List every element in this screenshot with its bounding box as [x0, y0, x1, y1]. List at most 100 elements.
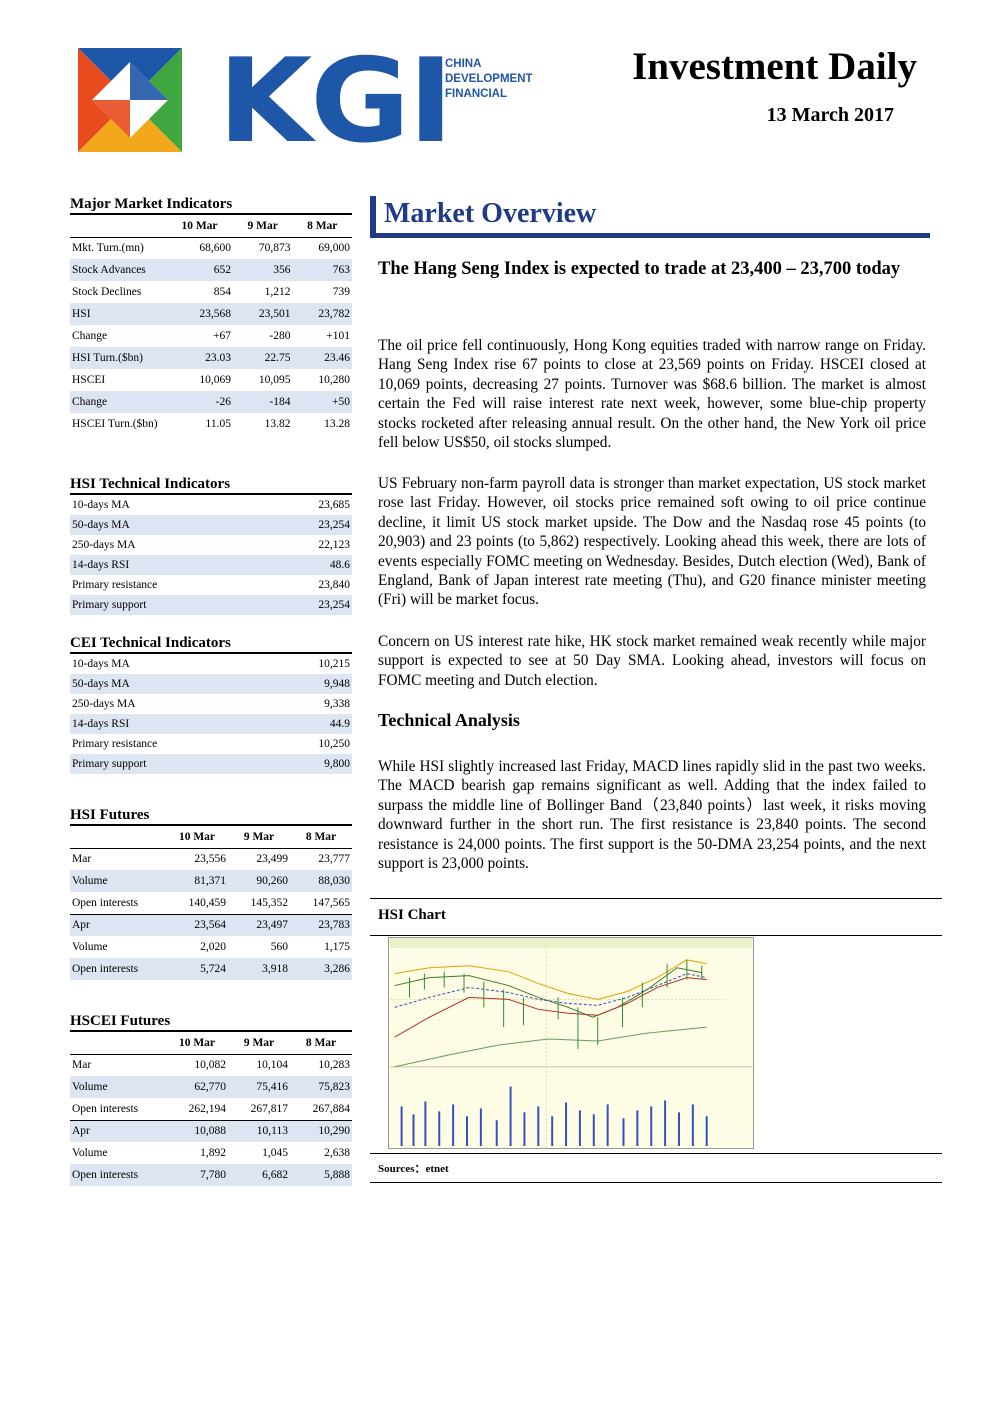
row-label: 250-days MA	[72, 539, 136, 551]
row-label: Stock Declines	[72, 286, 142, 298]
major-indicators-table: 10 Mar 9 Mar 8 Mar Mkt. Turn.(mn) 68,600 70,8…	[70, 215, 352, 435]
row-value: 267,817	[228, 1098, 290, 1121]
row-value: 560	[270, 941, 288, 953]
section-title: HSI Technical Indicators	[70, 475, 352, 495]
table-row: HSCEI Turn.($bn) 11.05 13.82 13.28	[70, 413, 352, 435]
row-value: -184	[232, 391, 293, 413]
table-row: 10-days MA 23,685	[70, 495, 352, 515]
header-cell: 8 Mar	[290, 826, 352, 849]
section-title: Market Overview	[384, 198, 597, 229]
row-value: 1,175	[324, 941, 350, 953]
row-value: 23,783	[290, 914, 352, 936]
header-cell: 10 Mar	[166, 826, 228, 849]
kgi-logo-text: KGI	[218, 34, 453, 169]
table-row: 50-days MA 23,254	[70, 515, 352, 535]
row-value: 5,724	[166, 958, 228, 980]
table-row: Open interests 5,724 3,918 3,286	[70, 958, 352, 980]
table-row: 50-days MA 9,948	[70, 674, 352, 694]
row-value: 75,823	[290, 1076, 352, 1098]
table-row: 14-days RSI 48.6	[70, 555, 352, 575]
row-value: 7,780	[166, 1164, 228, 1186]
hscei-futures-table: 10 Mar 9 Mar 8 Mar Mar 10,082 10,104 10,283 Vol…	[70, 1032, 352, 1186]
row-value: 68,600	[199, 242, 231, 255]
table-row: Open interests 7,780 6,682 5,888	[70, 1164, 352, 1186]
row-value: +101	[326, 330, 350, 342]
headline: The Hang Seng Index is expected to trade…	[378, 259, 901, 279]
chart-sources: Sources：etnet	[370, 1153, 942, 1183]
header-cell	[70, 1032, 166, 1055]
row-label: Volume	[72, 1147, 108, 1159]
row-value: 23.03	[166, 347, 233, 369]
header-cell	[70, 826, 166, 849]
row-value: 140,459	[166, 892, 228, 915]
table-row: Stock Advances 652 356 763	[70, 259, 352, 281]
hsi-technical-table: 10-days MA 23,685 50-days MA 23,254 250-days…	[70, 495, 352, 615]
row-value: 2,020	[200, 941, 226, 953]
row-value: 88,030	[290, 870, 352, 892]
row-label: 250-days MA	[72, 698, 136, 710]
row-value: 10,069	[199, 374, 231, 386]
table-row: Primary support 23,254	[70, 595, 352, 615]
row-label: 50-days MA	[70, 674, 272, 694]
row-value: 22.75	[232, 347, 293, 369]
table-row: Stock Declines 854 1,212 739	[70, 281, 352, 303]
table-row: Primary support 9,800	[70, 754, 352, 774]
table-row: Volume 62,770 75,416 75,823	[70, 1076, 352, 1098]
row-value: 763	[292, 259, 352, 281]
chart-title: HSI Chart	[378, 907, 446, 923]
row-label: Open interests	[70, 892, 166, 915]
row-value: 10,283	[318, 1059, 350, 1072]
row-value: 10,215	[318, 658, 350, 670]
row-value: 9,800	[271, 754, 352, 774]
row-value: 23,501	[232, 303, 293, 325]
row-value: +67	[212, 330, 231, 342]
paragraph: Concern on US interest rate hike, HK sto…	[378, 633, 926, 689]
row-value: 23.46	[292, 347, 352, 369]
row-value: 356	[232, 259, 293, 281]
row-value: -280	[269, 330, 291, 342]
table-header-row: 10 Mar 9 Mar 8 Mar	[70, 215, 352, 238]
table-row: Change -26 -184 +50	[70, 391, 352, 413]
table-row: 250-days MA 22,123	[70, 535, 352, 555]
paragraph: While HSI slightly increased last Friday…	[378, 758, 926, 873]
row-label: Mkt. Turn.(mn)	[72, 242, 144, 255]
paragraph: The oil price fell continuously, Hong Ko…	[378, 337, 926, 452]
cei-technical-table: 10-days MA 10,215 50-days MA 9,948 250-days …	[70, 654, 352, 774]
row-label: Primary support	[70, 754, 272, 774]
row-label: HSCEI Turn.($bn)	[72, 418, 158, 430]
row-value: 23,556	[194, 853, 226, 866]
row-label: HSI Turn.($bn)	[70, 347, 166, 369]
row-value: 10,088	[166, 1120, 228, 1142]
table-row: 10-days MA 10,215	[70, 654, 352, 674]
row-value: 23,568	[166, 303, 233, 325]
row-value: 13.82	[264, 418, 291, 430]
row-label: Primary support	[70, 595, 272, 615]
row-value: 854	[213, 286, 231, 298]
row-label: 14-days RSI	[70, 555, 272, 575]
table-header-row: 10 Mar 9 Mar 8 Mar	[70, 1032, 352, 1055]
row-value: 23,840	[318, 579, 350, 591]
row-value: 10,280	[318, 374, 350, 386]
row-label: Stock Advances	[70, 259, 166, 281]
row-label: 10-days MA	[72, 499, 130, 511]
row-label: HSCEI	[72, 374, 106, 386]
row-value: 23,777	[318, 853, 350, 866]
row-label: Primary resistance	[72, 579, 158, 591]
row-value: 48.6	[271, 555, 352, 575]
row-label: Volume	[72, 941, 108, 953]
table-row: Primary resistance 10,250	[70, 734, 352, 754]
section-title: Major Market Indicators	[70, 195, 352, 215]
header-cell: 9 Mar	[232, 215, 293, 238]
table-row: Volume 2,020 560 1,175	[70, 936, 352, 958]
technical-analysis-title: Technical Analysis	[378, 710, 520, 730]
row-value: 147,565	[290, 892, 352, 915]
row-value: 75,416	[228, 1076, 290, 1098]
row-label: Apr	[70, 914, 166, 936]
row-label: Open interests	[70, 1164, 166, 1186]
row-value: 69,000	[318, 242, 350, 255]
header-cell: 9 Mar	[228, 826, 290, 849]
row-label: 50-days MA	[70, 515, 272, 535]
row-value: 70,873	[258, 242, 291, 255]
major-market-indicators: Major Market Indicators 10 Mar 9 Mar 8 Mar…	[70, 195, 352, 435]
row-value: 10,113	[228, 1120, 290, 1142]
